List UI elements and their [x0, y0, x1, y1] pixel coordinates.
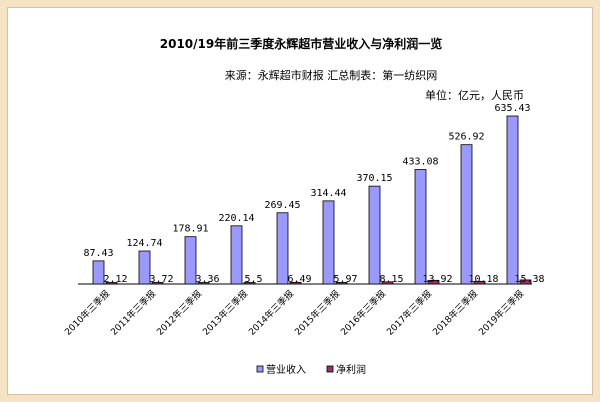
x-tick-label-7: 2017年三季报 — [384, 288, 434, 338]
profit-bar-9 — [519, 279, 532, 285]
value-labels-group: 87.43 2.12 124.74 3.72 178.91 3.36 220.14 5.5 26… — [83, 103, 544, 285]
x-tick-label-6: 2016年三季报 — [338, 288, 388, 338]
revenue-label-7: 433.08 — [402, 156, 438, 167]
profit-bar-6 — [381, 281, 394, 285]
profit-label-0: 2.12 — [103, 274, 127, 285]
x-tick-label-8: 2018年三季报 — [430, 288, 480, 338]
legend-label-profit: 净利润 — [336, 363, 366, 376]
x-tick-label-2: 2012年三季报 — [154, 288, 204, 338]
revenue-bar-7 — [414, 169, 427, 285]
revenue-bar-1 — [138, 250, 151, 285]
revenue-label-6: 370.15 — [356, 173, 392, 184]
revenue-bar-8 — [460, 144, 473, 285]
revenue-bar-3 — [230, 225, 243, 285]
x-tick-label-1: 2011年三季报 — [108, 288, 158, 338]
revenue-bar-9 — [506, 115, 519, 285]
x-tick-label-9: 2019年三季报 — [476, 288, 526, 338]
chart-source: 来源：永辉超市财报 汇总制表：第一纺织网 — [225, 68, 438, 82]
revenue-label-0: 87.43 — [83, 248, 113, 259]
revenue-label-2: 178.91 — [172, 224, 208, 235]
revenue-label-4: 269.45 — [264, 200, 300, 211]
bars-group — [92, 115, 532, 285]
chart-unit: 单位：亿元，人民币 — [425, 88, 524, 102]
profit-label-5: 5.97 — [333, 274, 357, 285]
revenue-bar-6 — [368, 185, 381, 285]
profit-bar-8 — [473, 280, 486, 285]
revenue-bar-2 — [184, 236, 197, 285]
profit-label-9: 15.38 — [514, 274, 544, 285]
chart-title: 2010/19年前三季度永辉超市营业收入与净利润一览 — [160, 36, 442, 51]
x-tick-label-4: 2014年三季报 — [246, 288, 296, 338]
profit-label-8: 10.18 — [468, 274, 498, 285]
x-tick-labels-group: 2010年三季报2011年三季报2012年三季报2013年三季报2014年三季报… — [62, 288, 526, 338]
profit-bar-1 — [151, 282, 164, 285]
revenue-bar-0 — [92, 260, 105, 285]
legend-swatch-revenue — [256, 365, 264, 373]
bar-chart: 2010/19年前三季度永辉超市营业收入与净利润一览 来源：永辉超市财报 汇总制… — [62, 36, 545, 376]
profit-bar-0 — [105, 282, 118, 285]
legend-swatch-profit — [326, 365, 334, 373]
x-tick-label-0: 2010年三季报 — [62, 288, 112, 338]
profit-label-1: 3.72 — [149, 274, 173, 285]
profit-label-3: 5.5 — [244, 274, 262, 285]
profit-label-7: 13.92 — [422, 274, 452, 285]
profit-label-6: 8.15 — [379, 274, 403, 285]
legend: 营业收入 净利润 — [256, 363, 366, 376]
x-tick-label-3: 2013年三季报 — [200, 288, 250, 338]
revenue-label-8: 526.92 — [448, 132, 484, 143]
revenue-bar-4 — [276, 212, 289, 285]
revenue-label-9: 635.43 — [494, 103, 530, 114]
profit-bar-2 — [197, 282, 210, 285]
revenue-bar-5 — [322, 200, 335, 285]
revenue-label-3: 220.14 — [218, 213, 254, 224]
profit-bar-3 — [243, 282, 256, 285]
legend-label-revenue: 营业收入 — [266, 363, 306, 376]
revenue-label-5: 314.44 — [310, 188, 346, 199]
profit-label-4: 6.49 — [287, 274, 311, 285]
chart-panel: 2010/19年前三季度永辉超市营业收入与净利润一览 来源：永辉超市财报 汇总制… — [7, 7, 593, 395]
profit-bar-4 — [289, 281, 302, 285]
profit-bar-7 — [427, 279, 440, 285]
revenue-label-1: 124.74 — [126, 238, 162, 249]
profit-bar-5 — [335, 282, 348, 285]
x-tick-label-5: 2015年三季报 — [292, 288, 342, 338]
profit-label-2: 3.36 — [195, 274, 219, 285]
